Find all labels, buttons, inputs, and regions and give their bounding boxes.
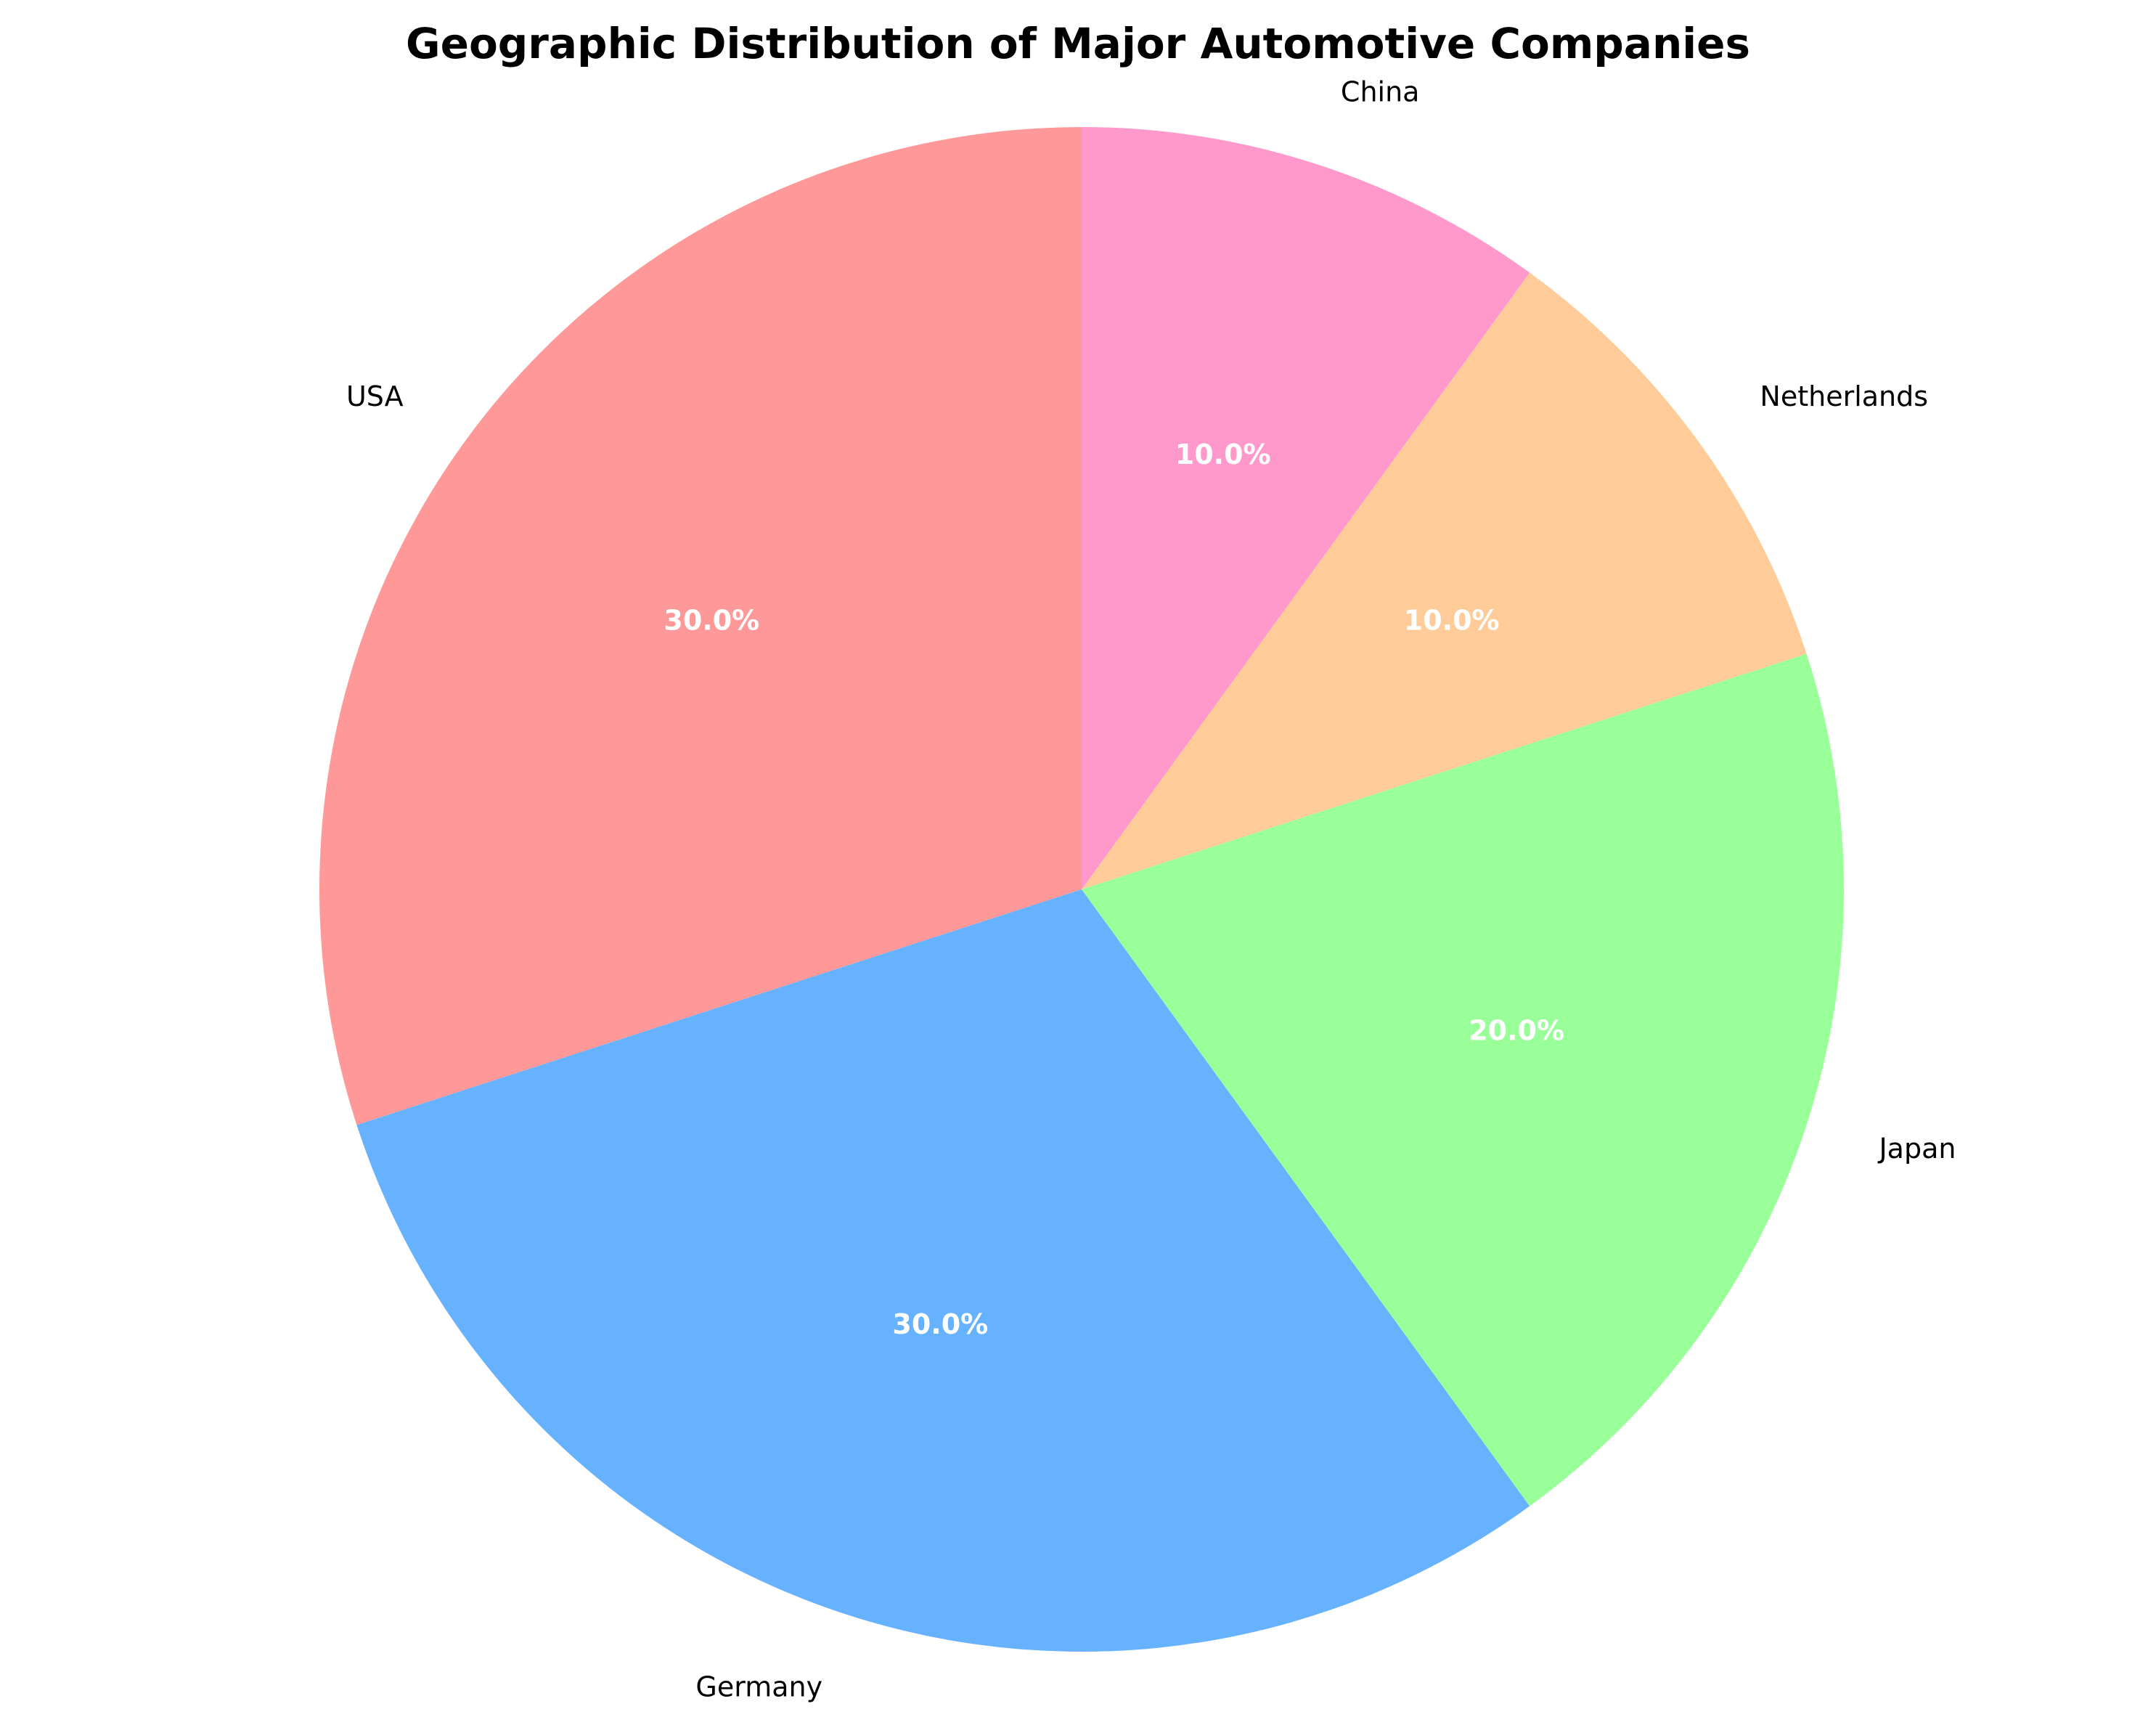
pie-slices (319, 127, 1844, 1652)
slice-label-usa: USA (346, 380, 404, 412)
pie-slice-germany (356, 889, 1530, 1652)
pct-label-japan: 20.0% (1469, 1015, 1564, 1047)
pct-label-usa: 30.0% (663, 605, 759, 637)
pie-slice-japan (1082, 653, 1844, 1506)
slice-label-china: China (1341, 76, 1420, 108)
slice-label-germany: Germany (695, 1671, 822, 1702)
chart-title: Geographic Distribution of Major Automot… (406, 19, 1750, 68)
pct-label-netherlands: 10.0% (1404, 605, 1500, 637)
slice-label-netherlands: Netherlands (1760, 380, 1928, 412)
pct-label-china: 10.0% (1175, 439, 1271, 470)
pct-label-germany: 30.0% (892, 1308, 988, 1340)
pie-slice-china (1082, 127, 1530, 889)
pie-slice-netherlands (1082, 272, 1807, 889)
pie-labels: 30.0% USA 30.0% Germany 20.0% Japan 10.0% Nethe… (346, 76, 1956, 1703)
pie-slice-usa (319, 127, 1082, 1125)
slice-label-japan: Japan (1877, 1133, 1956, 1165)
